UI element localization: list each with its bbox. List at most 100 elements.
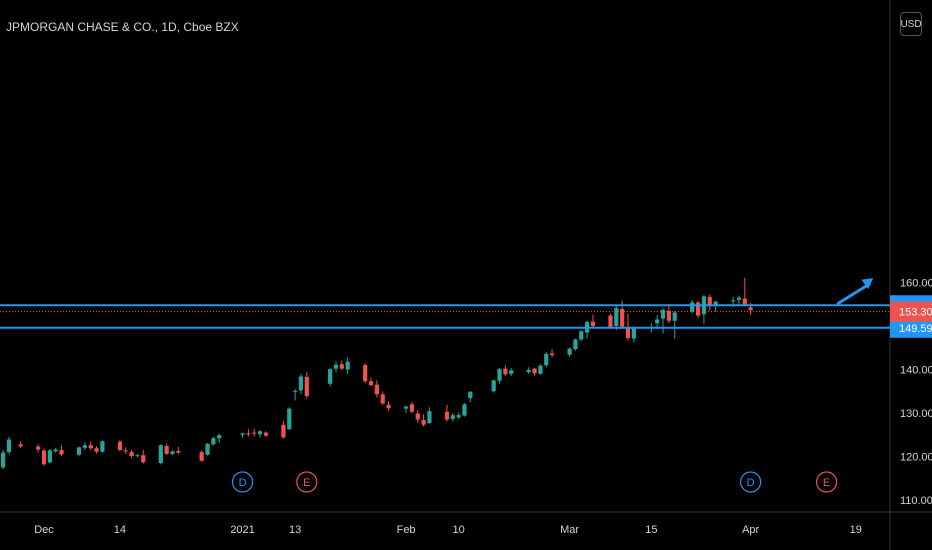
candle-body <box>217 435 222 439</box>
candle-body <box>614 308 619 326</box>
candle-body <box>129 452 134 457</box>
earnings-event-marker <box>815 471 838 493</box>
candle-body <box>374 384 379 395</box>
x-tick-label: Mar <box>560 524 579 536</box>
candle-body <box>427 411 432 424</box>
candle-body <box>205 443 210 455</box>
candle-body <box>339 364 344 369</box>
candle-body <box>573 339 578 350</box>
candle-body <box>94 448 99 452</box>
candle-body <box>631 328 636 339</box>
x-tick-label: Dec <box>34 524 54 536</box>
candle-body <box>368 381 374 386</box>
candle-body <box>742 298 747 306</box>
level-price-tag <box>890 317 932 338</box>
candle-body <box>666 310 671 321</box>
candle-body <box>170 451 175 454</box>
candle-body <box>53 449 58 452</box>
candle-body <box>141 455 146 463</box>
candle-body <box>620 309 625 327</box>
x-tick-label: 13 <box>289 524 301 536</box>
candle-body <box>655 319 660 324</box>
candle-body <box>462 404 467 416</box>
candle-body <box>526 369 531 373</box>
candle-body <box>567 348 572 355</box>
candle-body <box>18 444 23 447</box>
candle-body <box>257 431 263 435</box>
last-price-tag <box>890 301 932 322</box>
candle-body <box>444 411 450 420</box>
candle-body <box>135 455 140 457</box>
candle-body <box>1 452 6 468</box>
candle-body <box>707 296 712 306</box>
currency-button[interactable]: USD <box>900 12 922 36</box>
candle-body <box>503 368 508 375</box>
candle-body <box>491 380 496 392</box>
candle-body <box>538 365 543 374</box>
candle-body <box>117 441 123 450</box>
candle-body <box>532 368 537 374</box>
candle-body <box>497 369 502 381</box>
candle-body <box>240 433 245 435</box>
candle-body <box>450 415 455 420</box>
candle-body <box>590 321 596 326</box>
candle-body <box>76 447 82 455</box>
dividend-event-letter: D <box>747 477 755 489</box>
y-tick-label: 130.00 <box>900 408 932 420</box>
candle-body <box>246 433 251 435</box>
candle-body <box>36 446 41 450</box>
candle-body <box>281 424 286 438</box>
candle-body <box>660 309 666 319</box>
candle-body <box>549 353 555 356</box>
candle-body <box>287 408 292 430</box>
candle-body <box>690 302 695 312</box>
candle-body <box>252 432 257 434</box>
candle-body <box>345 361 350 370</box>
candle-body <box>415 413 420 420</box>
candle-body <box>409 404 415 412</box>
candle-body <box>363 365 368 382</box>
candle-body <box>88 445 93 449</box>
candle-body <box>380 394 385 404</box>
candle-body <box>544 353 549 366</box>
candle-body <box>731 300 736 302</box>
candle-body <box>672 312 677 321</box>
x-tick-label: 10 <box>453 524 465 536</box>
candle-body <box>456 415 461 418</box>
x-tick-label: 19 <box>850 524 862 536</box>
candle-body <box>123 450 128 452</box>
candle-body <box>713 301 718 306</box>
candle-body <box>333 364 339 369</box>
candle-body <box>608 315 613 327</box>
candle-body <box>328 369 333 384</box>
candle-body <box>176 450 181 453</box>
earnings-event-letter: E <box>303 477 310 489</box>
candle-body <box>263 432 269 436</box>
trend-arrow-head <box>861 278 874 289</box>
y-tick-label: 120.00 <box>900 452 932 464</box>
candle-body <box>211 438 216 445</box>
candle-body <box>199 452 204 461</box>
candle-body <box>298 376 304 391</box>
y-tick-label: 160.00 <box>900 278 932 290</box>
candle-body <box>421 419 426 425</box>
candle-body <box>82 445 87 448</box>
candle-body <box>748 307 753 311</box>
level-price-label: 153.30 <box>899 307 932 319</box>
earnings-event-letter: E <box>823 477 830 489</box>
candle-body <box>6 439 12 453</box>
candle-body <box>579 331 584 340</box>
candle-body <box>386 404 391 409</box>
candle-body <box>695 302 701 316</box>
y-tick-label: 110.00 <box>900 495 932 507</box>
dividend-event-letter: D <box>239 477 247 489</box>
candle-body <box>509 370 514 374</box>
candle-body <box>304 376 309 397</box>
x-tick-label: 15 <box>645 524 657 536</box>
trend-arrow-shaft <box>836 282 871 305</box>
x-tick-label: Feb <box>397 524 416 536</box>
candle-body <box>158 445 163 464</box>
candle-body <box>47 450 52 463</box>
